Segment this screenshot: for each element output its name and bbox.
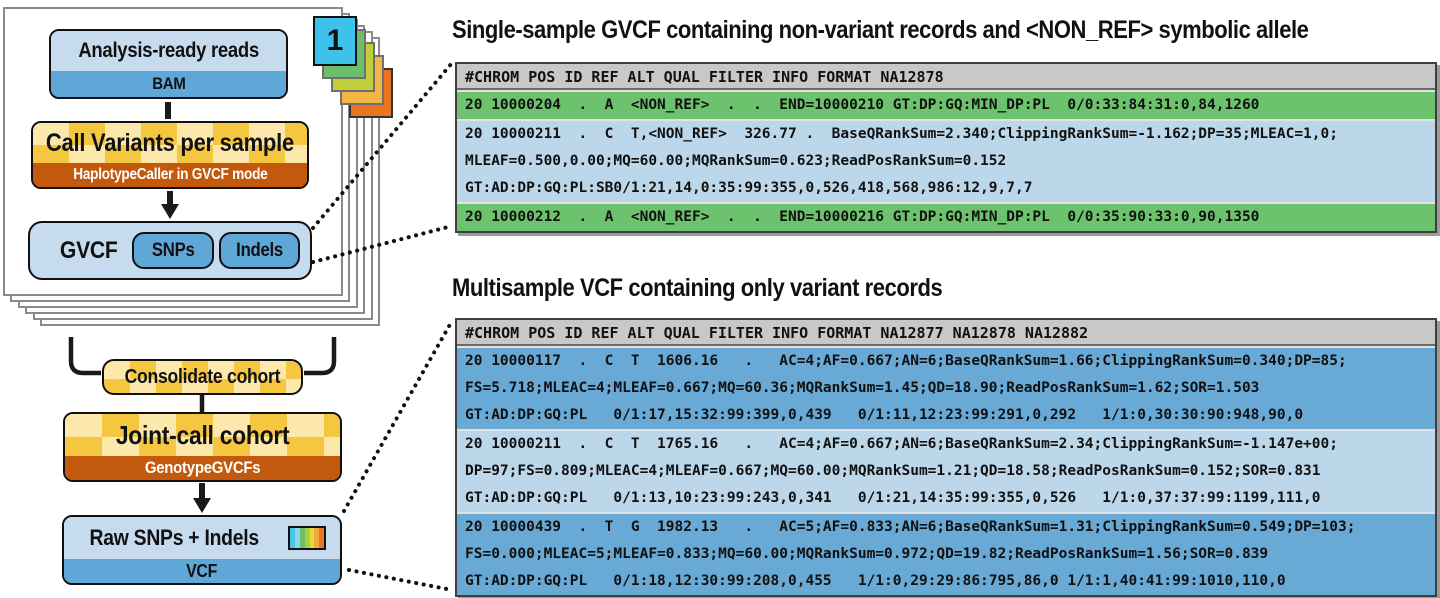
gvcf-box: GVCF SNPs Indels [28,221,312,280]
gvcf-records-table: #CHROM POS ID REF ALT QUAL FILTER INFO F… [455,62,1437,233]
raw-snps-indels-title: Raw SNPs + Indels [64,517,340,559]
table-row: 20 10000204 . A <NON_REF> . . END=100002… [457,90,1435,119]
analysis-ready-reads-box: Analysis-ready reads BAM [49,29,288,99]
haplotypecaller-strip: HaplotypeCaller in GVCF mode [33,163,307,187]
vcf-table-title: Multisample VCF containing only variant … [452,274,943,302]
table-row: 20 10000439 . T G 1982.13 . AC=5;AF=0.83… [457,512,1435,595]
call-variants-box: Call Variants per sample HaplotypeCaller… [31,121,309,189]
table-header: #CHROM POS ID REF ALT QUAL FILTER INFO F… [457,320,1435,346]
indels-pill: Indels [219,232,300,269]
table-row: 20 10000211 . C T,<NON_REF> 326.77 . Bas… [457,119,1435,202]
call-variants-title: Call Variants per sample [33,123,307,163]
joint-call-cohort-box: Joint-call cohort GenotypeGVCFs [63,412,342,482]
consolidate-cohort-box: Consolidate cohort [102,359,303,395]
gvcf-label: GVCF [59,236,118,264]
table-row: 20 10000212 . A <NON_REF> . . END=100002… [457,202,1435,231]
arrowhead-jointcall-to-raw [193,498,211,513]
table-row: 20 10000211 . C T 1765.16 . AC=4;AF=0.66… [457,429,1435,512]
raw-snps-indels-box: Raw SNPs + Indels VCF [62,515,342,585]
sample-card-1: 1 [313,16,357,66]
joint-call-cohort-title: Joint-call cohort [65,414,340,456]
table-header: #CHROM POS ID REF ALT QUAL FILTER INFO F… [457,64,1435,90]
snps-pill: SNPs [132,232,214,269]
analysis-ready-reads-title: Analysis-ready reads [51,31,286,71]
dotted-vcf-to-table-bottom [347,568,454,592]
bracket-right [304,337,337,376]
table-row: 20 10000117 . C T 1606.16 . AC=4;AF=0.66… [457,346,1435,429]
vcf-records-table: #CHROM POS ID REF ALT QUAL FILTER INFO F… [455,318,1437,597]
sample-card-number: 1 [326,24,344,57]
gvcf-table-title: Single-sample GVCF containing non-varian… [452,16,1309,44]
rainbow-strip-icon [288,526,326,550]
bracket-left [68,337,101,376]
vcf-format-strip: VCF [64,559,340,583]
consolidate-cohort-label: Consolidate cohort [124,365,281,388]
genotypegvcfs-strip: GenotypeGVCFs [65,456,340,480]
bam-format-strip: BAM [51,71,286,97]
dotted-vcf-to-table-top [342,319,454,513]
